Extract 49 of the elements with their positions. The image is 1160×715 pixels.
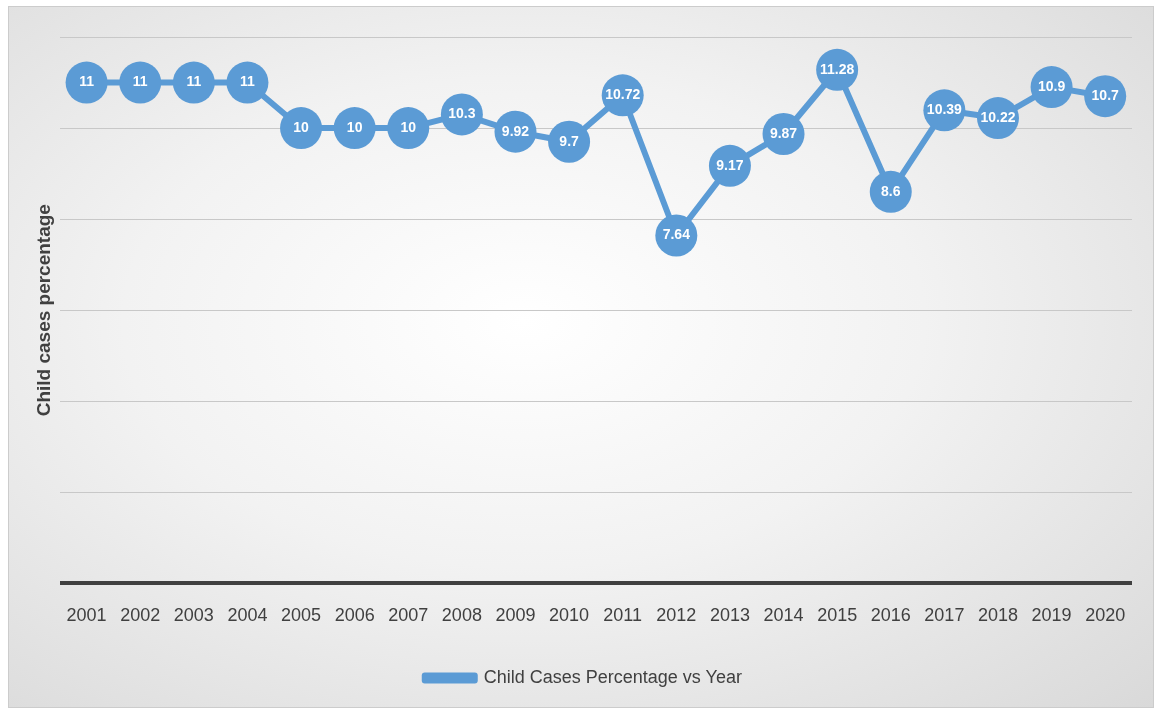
x-tick-label: 2006 [334,605,375,626]
x-tick-label: 2018 [977,605,1018,626]
x-tick-label: 2009 [495,605,536,626]
data-label: 9.17 [716,156,744,173]
x-tick-label: 2007 [388,605,429,626]
x-tick-label: 2003 [173,605,214,626]
data-label: 11 [79,73,95,90]
legend-label: Child Cases Percentage vs Year [483,666,742,687]
x-tick-label: 2002 [120,605,161,626]
x-tick-label: 2019 [1031,605,1072,626]
data-label: 10.9 [1037,77,1066,94]
data-label: 9.92 [501,122,530,139]
point [387,107,430,150]
x-tick-label: 2020 [1085,605,1126,626]
x-tick-label: 2013 [709,605,750,626]
data-label: 10 [400,118,417,135]
x-tick-label: 2008 [441,605,482,626]
point [65,61,108,104]
data-label: 9.87 [769,124,798,141]
point [226,61,269,104]
x-tick-label: 2012 [656,605,697,626]
data-label: 10.22 [980,108,1016,125]
data-label: 9.7 [559,132,580,149]
x-tick-label: 2001 [66,605,107,626]
x-tick-label: 2016 [870,605,911,626]
data-label: 10 [293,118,310,135]
x-tick-label: 2014 [763,605,804,626]
point [333,107,376,150]
x-tick-label: 2011 [603,605,643,626]
data-label: 10 [346,118,363,135]
y-axis-title: Child cases percentage [32,204,54,417]
data-label: 11 [132,73,148,90]
x-tick-label: 2015 [817,605,858,626]
x-tick-label: 2010 [549,605,590,626]
data-label: 10.72 [605,86,641,103]
x-tick-label: 2004 [227,605,268,626]
x-tick-label: 2005 [281,605,322,626]
data-label: 8.6 [881,182,901,199]
data-label: 10.7 [1091,87,1120,104]
data-label: 11 [186,73,202,90]
point [172,61,215,104]
data-label: 7.64 [662,226,691,243]
data-label: 10.39 [926,101,963,118]
point [119,61,162,104]
point [280,107,323,150]
data-label: 11 [240,73,256,90]
x-tick-label: 2017 [924,605,965,626]
data-label: 10.3 [448,105,476,122]
data-label: 11.28 [820,60,855,77]
